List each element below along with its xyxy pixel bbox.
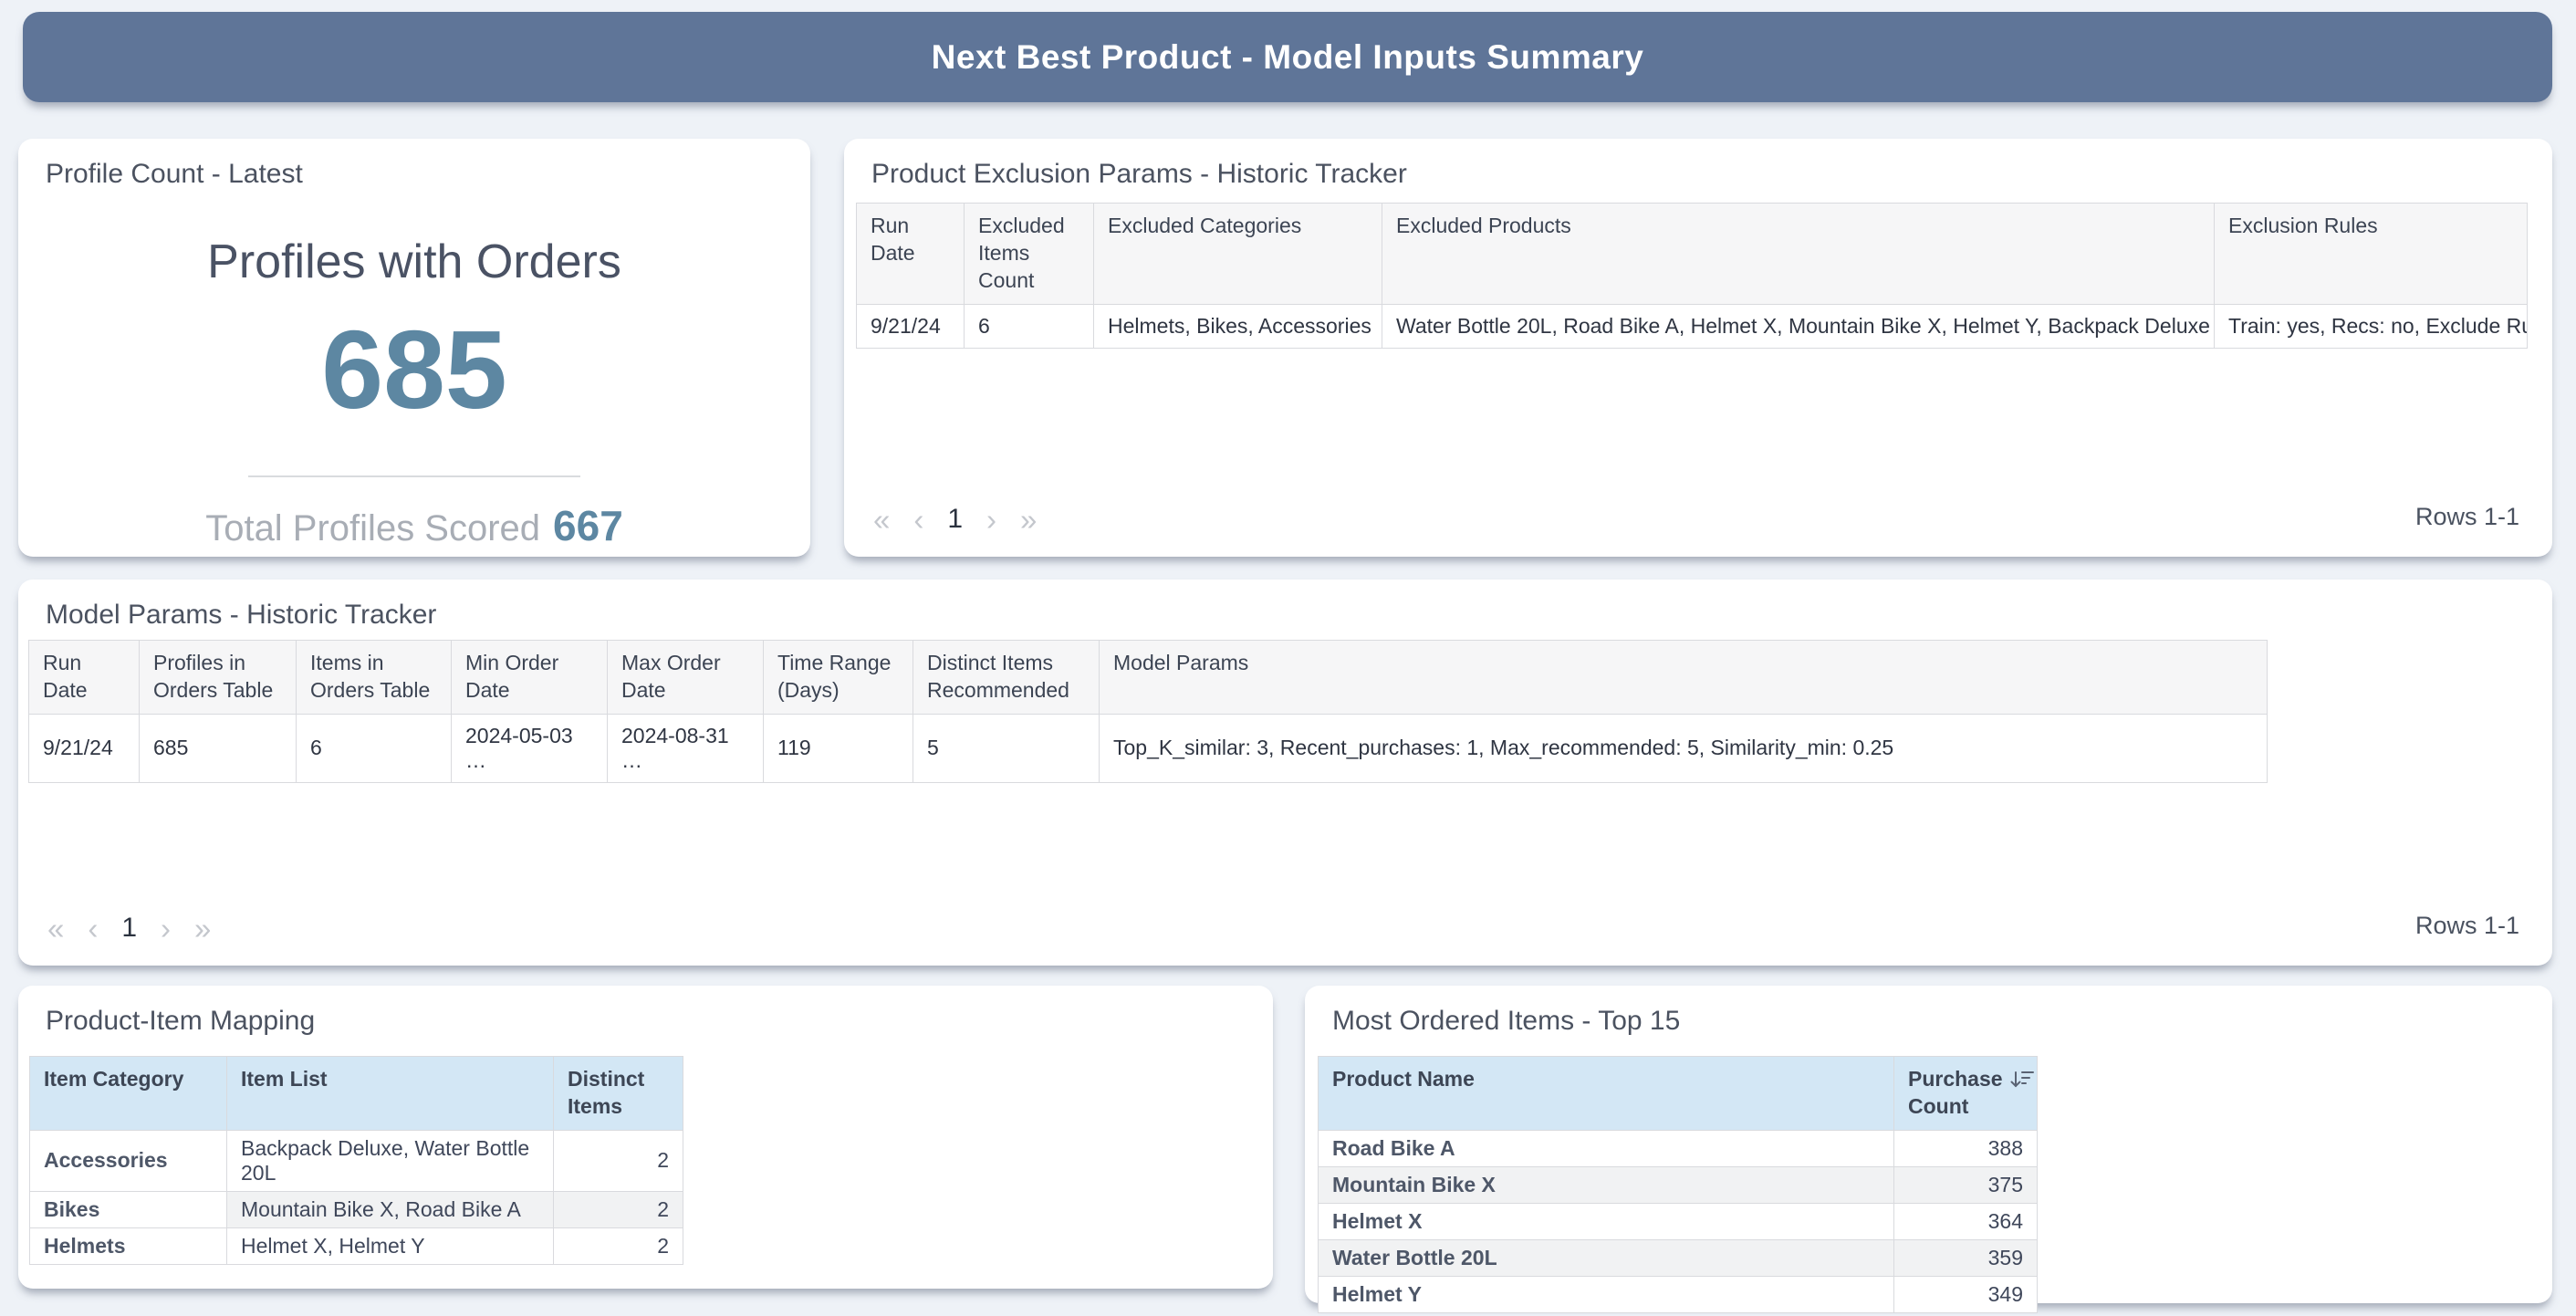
table-cell: 685 [139,713,297,783]
table-row: Bikes Mountain Bike X, Road Bike A 2 [29,1190,683,1228]
kpi-divider [248,475,580,477]
table-header-cell[interactable]: Exclusion Rules [2214,203,2527,305]
table-header-cell[interactable]: Excluded Categories [1093,203,1382,305]
table-row: Accessories Backpack Deluxe, Water Bottl… [29,1129,683,1192]
table-cell: 9/21/24 [28,713,140,783]
kpi-secondary-label: Total Profiles Scored [205,508,541,548]
table-cell: 6 [964,303,1094,349]
table-header-cell[interactable]: Items in Orders Table [296,640,452,715]
panel-title: Product Exclusion Params - Historic Trac… [871,159,1407,189]
pagination-next-icon[interactable]: › [161,911,172,945]
pagination: « ‹ 1 › » [873,504,1037,535]
pagination-next-icon[interactable]: › [986,502,997,537]
table-header-cell[interactable]: Item Category [29,1056,227,1131]
table-header-cell[interactable]: Run Date [856,203,965,305]
table-header-cell[interactable]: Run Date [28,640,140,715]
table-cell: 5 [913,713,1100,783]
table-cell: Helmets [29,1227,227,1265]
table-header-cell[interactable]: Time Range (Days) [763,640,913,715]
table-cell: 2024-08-31 … [607,713,764,783]
table-row: Road Bike A 388 [1318,1129,2038,1167]
table-cell: Water Bottle 20L, Road Bike A, Helmet X,… [1382,303,2215,349]
kpi-label: Profiles with Orders [207,235,621,288]
dashboard-banner: Next Best Product - Model Inputs Summary [23,12,2552,102]
table-cell: Accessories [29,1129,227,1192]
table-row: Helmet Y 349 [1318,1275,2038,1313]
model-params-card: Model Params - Historic Tracker Run Date… [18,580,2552,966]
pagination-first-icon[interactable]: « [873,502,891,537]
table-cell: 349 [1893,1275,2038,1313]
exclusion-params-card: Product Exclusion Params - Historic Trac… [844,139,2552,557]
table-cell: 119 [763,713,913,783]
pagination-previous-icon[interactable]: ‹ [913,502,924,537]
table-cell: Helmet Y [1318,1275,1894,1313]
table-cell: 359 [1893,1238,2038,1277]
page-title: Next Best Product - Model Inputs Summary [931,37,1644,76]
table-header-label: Purchase Count [1908,1067,2003,1118]
table-header-cell[interactable]: Profiles in Orders Table [139,640,297,715]
pagination-last-icon[interactable]: » [1020,502,1038,537]
table-cell: Top_K_similar: 3, Recent_purchases: 1, M… [1099,713,2268,783]
table-cell: 364 [1893,1202,2038,1240]
pagination-first-icon[interactable]: « [47,911,65,945]
kpi-secondary-value: 667 [553,502,623,549]
sort-descending-icon[interactable] [2010,1070,2034,1091]
table-header-cell[interactable]: Distinct Items [553,1056,683,1131]
table-header-cell[interactable]: Model Params [1099,640,2268,715]
table-row: Mountain Bike X 375 [1318,1165,2038,1204]
pagination-page-number[interactable]: 1 [121,913,138,943]
rows-count-label: Rows 1-1 [2414,912,2519,939]
product-item-mapping-table: Item Category Item List Distinct Items A… [29,1056,683,1265]
table-row: 9/21/24 6 Helmets, Bikes, Accessories Wa… [856,303,2527,349]
rows-count-label: Rows 1-1 [2414,503,2519,530]
table-header-cell[interactable]: Item List [226,1056,554,1131]
table-cell: 388 [1893,1129,2038,1167]
table-cell: Helmet X, Helmet Y [226,1227,554,1265]
table-cell: 2 [553,1190,683,1228]
table-cell: 375 [1893,1165,2038,1204]
product-item-mapping-card: Product-Item Mapping Item Category Item … [18,986,1273,1289]
table-header-cell[interactable]: Max Order Date [607,640,764,715]
table-row: Water Bottle 20L 359 [1318,1238,2038,1277]
kpi-block: Profiles with Orders 685 Total Profiles … [18,235,810,550]
most-ordered-items-table: Product Name Purchase Count [1318,1056,2038,1313]
table-header-cell[interactable]: Min Order Date [451,640,608,715]
table-cell: 6 [296,713,452,783]
table-cell: 2 [553,1129,683,1192]
most-ordered-items-card: Most Ordered Items - Top 15 Product Name… [1305,986,2552,1313]
table-row: Helmet X 364 [1318,1202,2038,1240]
model-params-table: Run Date Profiles in Orders Table Items … [28,640,2268,783]
panel-title: Model Params - Historic Tracker [46,600,437,630]
profile-count-card: Profile Count - Latest Profiles with Ord… [18,139,810,557]
table-row: Helmets Helmet X, Helmet Y 2 [29,1227,683,1265]
table-cell: 2024-05-03 … [451,713,608,783]
table-cell: Mountain Bike X [1318,1165,1894,1204]
pagination-last-icon[interactable]: » [194,911,212,945]
table-cell: 2 [553,1227,683,1265]
table-cell: Bikes [29,1190,227,1228]
table-header-cell[interactable]: Excluded Products [1382,203,2215,305]
table-cell: 9/21/24 [856,303,965,349]
table-cell: Backpack Deluxe, Water Bottle 20L [226,1129,554,1192]
table-header-cell[interactable]: Purchase Count [1893,1056,2038,1131]
kpi-value: 685 [321,308,507,432]
panel-title: Product-Item Mapping [46,1006,316,1036]
panel-title: Profile Count - Latest [46,159,303,189]
table-cell: Helmet X [1318,1202,1894,1240]
table-cell: Water Bottle 20L [1318,1238,1894,1277]
pagination: « ‹ 1 › » [47,913,211,944]
table-header-cell[interactable]: Distinct Items Recommended [913,640,1100,715]
panel-title: Most Ordered Items - Top 15 [1332,1006,1681,1036]
table-cell: Train: yes, Recs: no, Exclude Rules: [2214,303,2527,349]
table-header-cell[interactable]: Excluded Items Count [964,203,1094,305]
table-row: 9/21/24 685 6 2024-05-03 … 2024-08-31 … … [28,713,2268,783]
table-cell: Mountain Bike X, Road Bike A [226,1190,554,1228]
kpi-secondary: Total Profiles Scored 667 [18,501,810,550]
table-header-cell[interactable]: Product Name [1318,1056,1894,1131]
pagination-page-number[interactable]: 1 [947,504,964,534]
table-cell: Road Bike A [1318,1129,1894,1167]
pagination-previous-icon[interactable]: ‹ [88,911,99,945]
exclusion-params-table: Run Date Excluded Items Count Excluded C… [856,203,2527,349]
table-cell: Helmets, Bikes, Accessories [1093,303,1382,349]
